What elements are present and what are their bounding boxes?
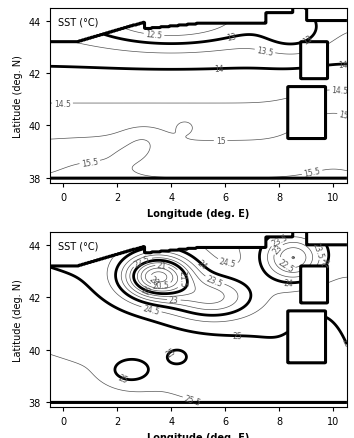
Text: 24: 24 xyxy=(195,258,208,271)
Text: 23.5: 23.5 xyxy=(270,233,289,248)
Text: 13: 13 xyxy=(226,32,237,43)
Text: 25: 25 xyxy=(117,372,129,385)
Text: 22.5: 22.5 xyxy=(276,258,295,274)
Text: 21.5: 21.5 xyxy=(177,271,187,288)
Text: 23: 23 xyxy=(271,243,284,256)
Text: 24.5: 24.5 xyxy=(142,304,161,316)
Text: 22.5: 22.5 xyxy=(132,254,152,269)
Text: 24.5: 24.5 xyxy=(218,257,237,269)
Text: 20: 20 xyxy=(147,274,160,287)
Text: 13: 13 xyxy=(302,34,315,47)
Text: 25: 25 xyxy=(340,336,352,349)
Text: 12.5: 12.5 xyxy=(145,30,163,41)
Text: 15: 15 xyxy=(216,137,225,145)
Text: 14.5: 14.5 xyxy=(54,99,71,108)
Text: 14.5: 14.5 xyxy=(331,86,349,96)
X-axis label: Longitude (deg. E): Longitude (deg. E) xyxy=(147,432,250,438)
Text: 25: 25 xyxy=(233,331,242,341)
Text: 25.5: 25.5 xyxy=(183,393,202,407)
Text: 14: 14 xyxy=(214,65,224,74)
Text: 20.5: 20.5 xyxy=(152,281,170,291)
Text: 23: 23 xyxy=(169,295,179,305)
Text: 21: 21 xyxy=(156,261,167,271)
Text: 15.5: 15.5 xyxy=(303,167,321,179)
Y-axis label: Latitude (deg. N): Latitude (deg. N) xyxy=(13,55,23,138)
Text: 15.5: 15.5 xyxy=(81,157,99,168)
Text: 22: 22 xyxy=(139,284,152,297)
Text: 25: 25 xyxy=(164,346,177,358)
Text: 23.5: 23.5 xyxy=(310,240,325,260)
Text: 23.5: 23.5 xyxy=(205,274,224,289)
X-axis label: Longitude (deg. E): Longitude (deg. E) xyxy=(147,208,250,218)
Y-axis label: Latitude (deg. N): Latitude (deg. N) xyxy=(13,279,23,361)
Text: 14: 14 xyxy=(338,60,348,70)
Text: 24: 24 xyxy=(322,257,333,268)
Text: 15: 15 xyxy=(338,110,350,121)
Text: 13.5: 13.5 xyxy=(256,46,274,58)
Text: SST (°C): SST (°C) xyxy=(58,241,99,251)
Text: 24: 24 xyxy=(283,278,293,288)
Text: SST (°C): SST (°C) xyxy=(58,18,99,28)
